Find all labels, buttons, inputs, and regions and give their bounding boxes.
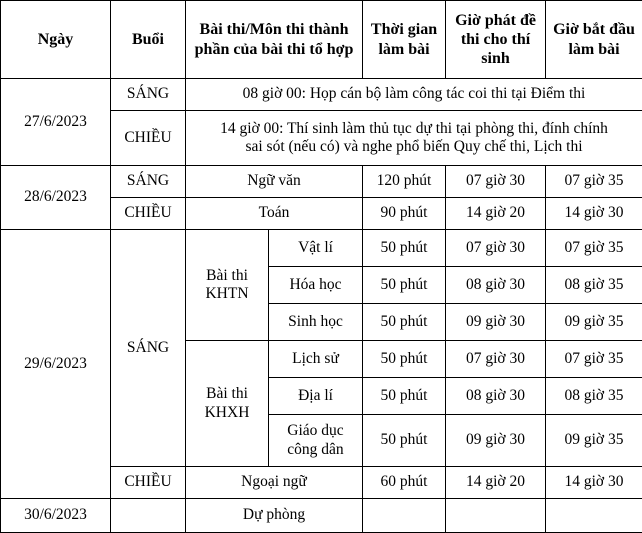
duration-cell: 50 phút <box>363 267 446 304</box>
date-cell-30: 30/6/2023 <box>1 499 111 533</box>
header-label-line: Giờ bắt <box>553 21 605 38</box>
group-cell-khxh: Bài thi KHXH <box>186 341 269 467</box>
handout-time-cell: 07 giờ 30 <box>446 341 546 378</box>
note-line: 14 giờ 00: Thí sinh làm thủ tục dự thi t… <box>190 120 638 138</box>
duration-cell: 50 phút <box>363 341 446 378</box>
subject-cell: Vật lí <box>269 230 363 267</box>
subject-cell: Dự phòng <box>186 499 363 533</box>
header-label-line: bài <box>598 41 619 58</box>
duration-cell: 50 phút <box>363 304 446 341</box>
session-cell-sang: SÁNG <box>111 79 186 111</box>
note-cell-morning-27: 08 giờ 00: Họp cán bộ làm công tác coi t… <box>186 79 642 111</box>
handout-time-cell <box>446 499 546 533</box>
subject-cell: Ngoại ngữ <box>186 467 363 499</box>
session-cell-sang: SÁNG <box>111 166 186 198</box>
header-label-line: Bài thi/Môn thi <box>200 21 305 38</box>
handout-time-cell: 14 giờ 20 <box>446 467 546 499</box>
table-row: 30/6/2023 Dự phòng <box>1 499 642 533</box>
start-time-cell: 07 giờ 35 <box>546 341 642 378</box>
date-cell-28: 28/6/2023 <box>1 166 111 230</box>
session-cell-chieu: CHIỀU <box>111 198 186 230</box>
subject-cell: Địa lí <box>269 378 363 415</box>
note-line: 08 giờ 00: Họp cán bộ làm công tác coi t… <box>190 85 638 103</box>
group-label-line: Bài thi <box>190 385 264 403</box>
subject-line: công dân <box>287 441 343 458</box>
start-time-cell <box>546 499 642 533</box>
duration-cell: 120 phút <box>363 166 446 198</box>
header-cell-gio-phat-de: Giờ phát đề thi cho thí sinh <box>446 1 546 79</box>
subject-cell: Ngữ văn <box>186 166 363 198</box>
duration-cell: 50 phút <box>363 415 446 467</box>
header-cell-buoi: Buổi <box>111 1 186 79</box>
group-label-line: KHXH <box>190 404 264 422</box>
note-cell-afternoon-27: 14 giờ 00: Thí sinh làm thủ tục dự thi t… <box>186 111 642 166</box>
group-label-line: Bài thi <box>190 267 264 285</box>
session-cell-empty <box>111 499 186 533</box>
header-label-line: Buổi <box>132 31 164 48</box>
handout-time-cell: 08 giờ 30 <box>446 378 546 415</box>
start-time-cell: 08 giờ 35 <box>546 267 642 304</box>
handout-time-cell: 07 giờ 30 <box>446 166 546 198</box>
group-label-line: KHTN <box>190 285 264 303</box>
handout-time-cell: 07 giờ 30 <box>446 230 546 267</box>
start-time-cell: 08 giờ 35 <box>546 378 642 415</box>
start-time-cell: 07 giờ 35 <box>546 166 642 198</box>
start-time-cell: 14 giờ 30 <box>546 198 642 230</box>
session-cell-sang: SÁNG <box>111 230 186 467</box>
subject-cell: Giáo dục công dân <box>269 415 363 467</box>
subject-line: Giáo dục <box>287 422 343 439</box>
header-label-line: thi tổ hợp <box>287 41 354 58</box>
date-cell-27: 27/6/2023 <box>1 79 111 166</box>
duration-cell: 50 phút <box>363 378 446 415</box>
date-cell-29: 29/6/2023 <box>1 230 111 499</box>
duration-cell <box>363 499 446 533</box>
start-time-cell: 09 giờ 35 <box>546 415 642 467</box>
duration-cell: 60 phút <box>363 467 446 499</box>
duration-cell: 50 phút <box>363 230 446 267</box>
header-cell-mon: Bài thi/Môn thi thành phần của bài thi t… <box>186 1 363 79</box>
header-label-line: Thời gian <box>371 21 437 38</box>
subject-cell: Toán <box>186 198 363 230</box>
session-cell-chieu: CHIỀU <box>111 467 186 499</box>
group-cell-khtn: Bài thi KHTN <box>186 230 269 341</box>
handout-time-cell: 08 giờ 30 <box>446 267 546 304</box>
header-label-line: làm bài <box>378 41 429 58</box>
header-cell-gio-bat-dau: Giờ bắt đầu làm bài <box>546 1 642 79</box>
table-row: 28/6/2023 SÁNG Ngữ văn 120 phút 07 giờ 3… <box>1 166 642 198</box>
start-time-cell: 09 giờ 35 <box>546 304 642 341</box>
note-line: sai sót (nếu có) và nghe phổ biến Quy ch… <box>190 138 638 156</box>
subject-cell: Lịch sử <box>269 341 363 378</box>
table-header-row: Ngày Buổi Bài thi/Môn thi thành phần của… <box>1 1 642 79</box>
header-cell-thoi-gian: Thời gian làm bài <box>363 1 446 79</box>
subject-cell: Hóa học <box>269 267 363 304</box>
subject-cell: Sinh học <box>269 304 363 341</box>
table-row: 29/6/2023 SÁNG Bài thi KHTN Vật lí 50 ph… <box>1 230 642 267</box>
table-row: 27/6/2023 SÁNG 08 giờ 00: Họp cán bộ làm… <box>1 79 642 111</box>
header-cell-ngay: Ngày <box>1 1 111 79</box>
session-cell-chieu: CHIỀU <box>111 111 186 166</box>
header-label-line: Giờ phát <box>455 12 516 29</box>
handout-time-cell: 14 giờ 20 <box>446 198 546 230</box>
start-time-cell: 14 giờ 30 <box>546 467 642 499</box>
duration-cell: 90 phút <box>363 198 446 230</box>
handout-time-cell: 09 giờ 30 <box>446 304 546 341</box>
start-time-cell: 07 giờ 35 <box>546 230 642 267</box>
header-label-line: Ngày <box>38 31 74 48</box>
handout-time-cell: 09 giờ 30 <box>446 415 546 467</box>
